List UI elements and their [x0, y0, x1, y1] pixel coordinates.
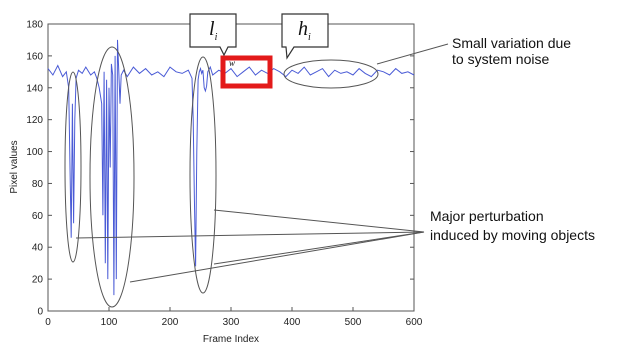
- series-group: [47, 39, 415, 296]
- perturbation-pointer-line-4: [213, 231, 425, 265]
- perturbation-ellipse-3: [189, 56, 217, 294]
- y-tick-label: 140: [26, 83, 43, 94]
- callout-h-box: [281, 13, 329, 60]
- y-tick-label: 80: [32, 179, 44, 190]
- perturbation-pointer-line-2: [129, 231, 425, 283]
- x-tick-label: 200: [162, 317, 179, 328]
- perturbation-ellipse-1: [64, 71, 82, 263]
- y-tick-label: 20: [32, 275, 44, 286]
- window-box: [220, 55, 273, 89]
- y-axis-label: Pixel values: [9, 140, 20, 193]
- y-tick-label: 0: [37, 307, 43, 318]
- perturbation-annotation-line-1: Major perturbation: [430, 208, 544, 224]
- y-tick-label: 40: [32, 243, 44, 254]
- x-tick-label: 300: [223, 317, 240, 328]
- perturbation-ellipse-2: [89, 46, 135, 308]
- callout-l-box: [189, 13, 237, 57]
- perturbation-pointer-line-3: [213, 209, 425, 233]
- y-tick-label: 180: [26, 20, 43, 31]
- y-tick-label: 60: [32, 211, 44, 222]
- y-tick-label: 100: [26, 147, 43, 158]
- x-axis-label: Frame Index: [203, 334, 259, 345]
- window-label: w: [229, 58, 235, 68]
- x-tick-label: 400: [284, 317, 301, 328]
- noise-annotation-line-1: Small variation due: [452, 35, 571, 51]
- y-axis-ticks: 0 20 40 60 80 100 120 140 160 180: [26, 20, 414, 318]
- y-tick-label: 160: [26, 51, 43, 62]
- callout-l-label: li: [209, 18, 218, 43]
- y-tick-label: 120: [26, 115, 43, 126]
- noise-ellipse: [283, 59, 379, 89]
- x-tick-label: 600: [406, 317, 423, 328]
- noise-annotation-line-2: to system noise: [452, 51, 549, 67]
- x-axis-ticks: 0 100 200 300 400 500 600: [45, 307, 423, 328]
- perturbation-annotation-line-2: induced by moving objects: [430, 227, 595, 243]
- series-line-0: [47, 39, 415, 296]
- noise-pointer-line: [376, 43, 449, 65]
- perturbation-pointer-line-1: [75, 231, 425, 239]
- x-tick-label: 500: [345, 317, 362, 328]
- x-tick-label: 100: [101, 317, 118, 328]
- callout-h-label: hi: [298, 18, 311, 43]
- x-tick-label: 0: [45, 317, 51, 328]
